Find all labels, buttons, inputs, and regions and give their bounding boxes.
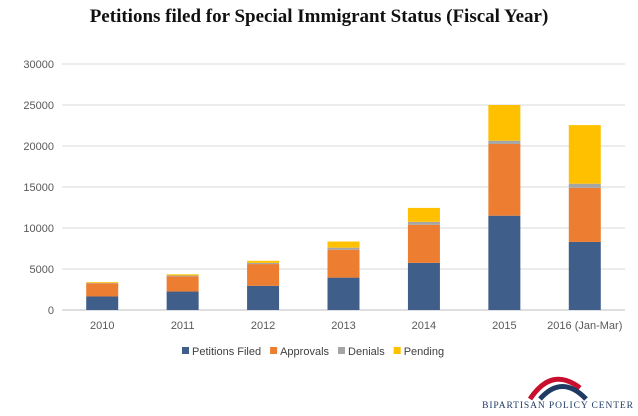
- y-tick-label: 25000: [23, 100, 54, 112]
- x-tick-label: 2016 (Jan-Mar): [547, 320, 622, 332]
- bar-segment: [86, 283, 119, 297]
- bar-segment: [166, 274, 199, 276]
- x-axis-ticks: 2010 2011 2012 2013 2014 2015 2016 (Jan-Mar): [90, 320, 622, 332]
- y-tick-label: 10000: [23, 223, 54, 235]
- bpc-logo: BIPARTISAN POLICY CENTER: [480, 368, 636, 414]
- bar-segment: [407, 224, 440, 263]
- bar-segment: [166, 275, 199, 277]
- y-tick-label: 0: [48, 305, 54, 317]
- bar-segment: [86, 296, 119, 310]
- bar-segment: [488, 143, 521, 216]
- bar-segment: [327, 249, 360, 278]
- bar-segment: [407, 207, 440, 222]
- x-tick-label: 2014: [412, 320, 436, 332]
- bar-segment: [488, 140, 521, 144]
- bar-segment: [327, 277, 360, 310]
- legend-item: Approvals: [270, 346, 330, 358]
- bar-segment: [247, 264, 280, 286]
- legend-label: Pending: [404, 346, 444, 358]
- bar-segment: [488, 105, 521, 141]
- x-tick-label: 2011: [171, 320, 195, 332]
- x-tick-label: 2010: [90, 320, 114, 332]
- chart-title: Petitions filed for Special Immigrant St…: [89, 6, 549, 27]
- legend: Petitions Filed Approvals Denials Pending: [182, 346, 444, 358]
- legend-swatch: [182, 347, 189, 354]
- bar-segment: [247, 262, 280, 265]
- legend-swatch: [338, 347, 346, 354]
- legend-label: Denials: [348, 346, 385, 358]
- bar-segment: [407, 262, 440, 310]
- legend-swatch: [393, 347, 401, 354]
- bar-segment: [247, 285, 280, 310]
- bpc-logo-text: BIPARTISAN POLICY CENTER: [482, 401, 634, 411]
- y-tick-label: 20000: [23, 141, 54, 153]
- bar-segment: [407, 221, 440, 225]
- legend-item: Denials: [338, 346, 385, 358]
- legend-item: Petitions Filed: [182, 346, 261, 358]
- bar-segment: [166, 276, 199, 292]
- bpc-logo-arcs-icon: [527, 376, 588, 401]
- bar-segment: [166, 291, 199, 310]
- legend-item: Pending: [393, 346, 444, 358]
- bar-segment: [568, 241, 601, 310]
- bar-segment: [568, 187, 601, 242]
- bar-segment: [568, 183, 601, 188]
- y-tick-label: 15000: [23, 182, 54, 194]
- bar-segment: [568, 125, 601, 184]
- bar-segment: [488, 215, 521, 310]
- bar-segment: [247, 260, 280, 263]
- bars: [86, 105, 601, 310]
- bar-segment: [86, 282, 119, 283]
- bar-segment: [327, 247, 360, 250]
- legend-swatch: [270, 347, 278, 354]
- y-tick-label: 5000: [30, 264, 54, 276]
- x-tick-label: 2012: [251, 320, 275, 332]
- x-tick-label: 2013: [331, 320, 355, 332]
- y-axis-ticks: 0 5000 10000 15000 20000 25000 30000: [23, 59, 54, 317]
- legend-label: Approvals: [280, 346, 329, 358]
- y-tick-label: 30000: [23, 59, 54, 71]
- x-tick-label: 2015: [492, 320, 516, 332]
- legend-label: Petitions Filed: [192, 346, 261, 358]
- bar-segment: [327, 241, 360, 248]
